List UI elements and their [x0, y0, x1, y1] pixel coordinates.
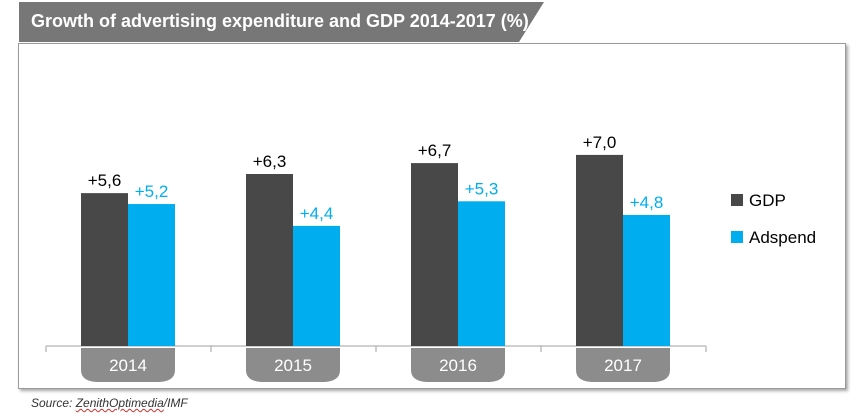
bar-gdp-2014	[81, 193, 128, 346]
chart-frame: +5,6 +5,2 2014 +6,3 +4,4 2015 +6,7 +5,3 2016 +7,0…	[18, 43, 846, 389]
bar-adspend-2017	[623, 214, 670, 346]
bar-gdp-2017	[576, 154, 623, 346]
x-tick-tab-2015	[246, 348, 340, 382]
source-note: Source: ZenithOptimedia/IMF	[31, 396, 188, 410]
x-tick-tab-2016	[411, 348, 505, 382]
data-label-adspend-2017: +4,8	[630, 193, 664, 212]
x-tick-label-2016: 2016	[439, 356, 477, 375]
bar-adspend-2015	[293, 225, 340, 346]
data-label-adspend-2016: +5,3	[465, 179, 499, 198]
legend-swatch-adspend	[731, 231, 743, 243]
data-label-gdp-2016: +6,7	[418, 141, 452, 160]
x-tick-label-2014: 2014	[109, 356, 147, 375]
data-label-gdp-2014: +5,6	[88, 171, 122, 190]
x-tick-tab-2017	[576, 348, 670, 382]
x-tick-label-2015: 2015	[274, 356, 312, 375]
data-label-adspend-2014: +5,2	[135, 182, 169, 201]
chart-title: Growth of advertising expenditure and GD…	[31, 11, 529, 31]
data-label-gdp-2015: +6,3	[253, 152, 287, 171]
bar-gdp-2016	[411, 163, 458, 346]
bar-chart: +5,6 +5,2 2014 +6,3 +4,4 2015 +6,7 +5,3 2016 +7,0…	[45, 133, 816, 382]
title-banner-shape	[19, 2, 544, 42]
data-label-gdp-2017: +7,0	[583, 133, 617, 152]
legend-label-adspend: Adspend	[749, 228, 816, 247]
x-tick-tab-2014	[81, 348, 175, 382]
legend-swatch-gdp	[731, 194, 743, 206]
bar-adspend-2014	[128, 204, 175, 346]
bar-gdp-2015	[246, 174, 293, 346]
data-label-adspend-2015: +4,4	[300, 204, 334, 223]
source-text: Source: ZenithOptimedia/IMF	[31, 396, 188, 410]
legend-label-gdp: GDP	[749, 191, 786, 210]
bar-adspend-2016	[458, 201, 505, 346]
title-banner: Growth of advertising expenditure and GD…	[19, 2, 544, 42]
x-tick-label-2017: 2017	[604, 356, 642, 375]
